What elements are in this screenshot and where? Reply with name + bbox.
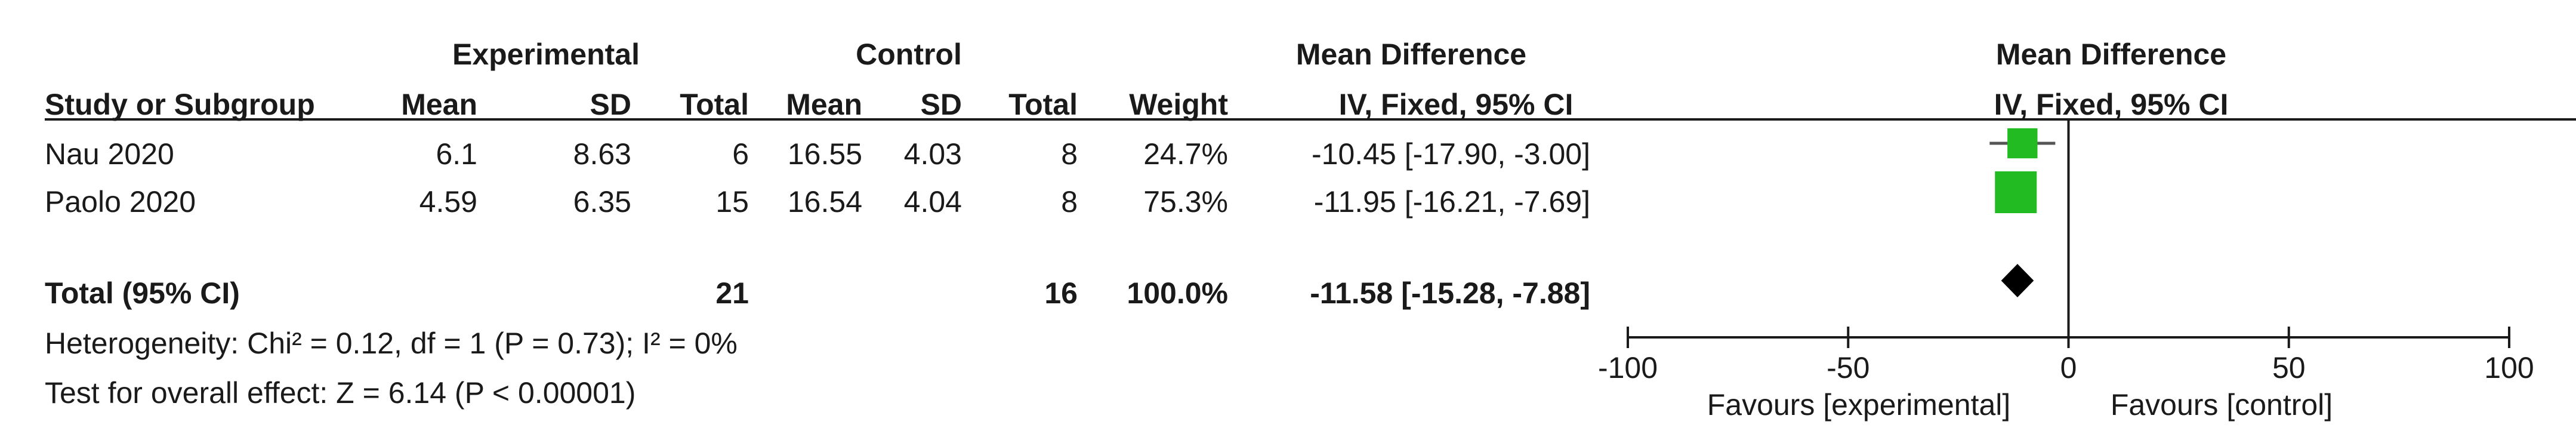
header-mean-difference-right: Mean Difference <box>1996 38 2226 71</box>
x-tick-label: 0 <box>2060 351 2077 385</box>
weight: 75.3% <box>1143 185 1228 219</box>
heterogeneity-note: Heterogeneity: Chi² = 0.12, df = 1 (P = … <box>45 327 738 360</box>
total-control: 8 <box>1061 185 1078 219</box>
overall-effect-note: Test for overall effect: Z = 6.14 (P < 0… <box>45 376 635 410</box>
study-square-marker <box>2007 128 2038 159</box>
study-markers <box>1989 128 2056 297</box>
total-row: Total (95% CI) 21 16 100.0% -11.58 [-15.… <box>45 276 1590 310</box>
total-experimental: 6 <box>732 137 749 171</box>
total-control: 16 <box>1044 276 1078 310</box>
total-weight: 100.0% <box>1127 276 1228 310</box>
weight: 24.7% <box>1143 137 1228 171</box>
mean-experimental: 4.59 <box>419 185 477 219</box>
x-tick-label: 50 <box>2272 351 2306 385</box>
total-control: 8 <box>1061 137 1078 171</box>
table-row: Nau 2020 6.1 8.63 6 16.55 4.03 8 24.7% -… <box>45 137 1590 171</box>
x-tick-label: -50 <box>1827 351 1869 385</box>
header-sd-experimental: SD <box>590 88 631 121</box>
x-axis-ticks: -100 -50 0 50 100 <box>1598 327 2534 385</box>
header-weight: Weight <box>1129 88 1228 121</box>
x-tick-label: 100 <box>2484 351 2534 385</box>
sd-experimental: 8.63 <box>573 137 631 171</box>
header-total-control: Total <box>1008 88 1078 121</box>
header-sd-control: SD <box>921 88 962 121</box>
header-control: Control <box>856 38 962 71</box>
study-name: Nau 2020 <box>45 137 174 171</box>
mean-control: 16.54 <box>788 185 862 219</box>
ci-text: -11.95 [-16.21, -7.69] <box>1314 185 1590 219</box>
ci-text: -10.45 [-17.90, -3.00] <box>1312 137 1590 171</box>
total-ci-text: -11.58 [-15.28, -7.88] <box>1310 276 1590 310</box>
sd-control: 4.03 <box>904 137 962 171</box>
favours-experimental-label: Favours [experimental] <box>1707 388 2011 422</box>
header-mean-control: Mean <box>786 88 862 121</box>
header-method-right: IV, Fixed, 95% CI <box>1994 88 2229 121</box>
header-mean-difference-left: Mean Difference <box>1296 38 1526 71</box>
header-study: Study or Subgroup <box>45 88 315 121</box>
table-row: Paolo 2020 4.59 6.35 15 16.54 4.04 8 75.… <box>45 185 1590 219</box>
total-experimental: 15 <box>715 185 749 219</box>
header-method-left: IV, Fixed, 95% CI <box>1339 88 1574 121</box>
study-name: Paolo 2020 <box>45 185 196 219</box>
sd-experimental: 6.35 <box>573 185 631 219</box>
header-total-experimental: Total <box>680 88 749 121</box>
sd-control: 4.04 <box>904 185 962 219</box>
mean-experimental: 6.1 <box>436 137 477 171</box>
x-tick-label: -100 <box>1598 351 1658 385</box>
plot-area: -100 -50 0 50 100 <box>1598 119 2534 385</box>
total-experimental: 21 <box>715 276 749 310</box>
header-experimental: Experimental <box>452 38 640 71</box>
favours-control-label: Favours [control] <box>2111 388 2333 422</box>
total-label: Total (95% CI) <box>45 276 240 310</box>
pooled-diamond <box>2001 264 2034 297</box>
study-square-marker <box>1995 171 2037 213</box>
header-mean-experimental: Mean <box>401 88 477 121</box>
mean-control: 16.55 <box>788 137 862 171</box>
